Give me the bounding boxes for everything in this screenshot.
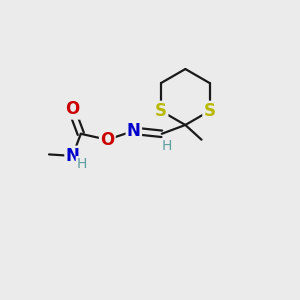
Text: H: H (162, 139, 172, 153)
Text: H: H (77, 157, 87, 171)
Text: S: S (155, 102, 167, 120)
Text: O: O (65, 100, 80, 118)
Text: O: O (100, 131, 114, 149)
Text: S: S (204, 102, 216, 120)
Text: N: N (66, 147, 80, 165)
Text: N: N (127, 122, 141, 140)
